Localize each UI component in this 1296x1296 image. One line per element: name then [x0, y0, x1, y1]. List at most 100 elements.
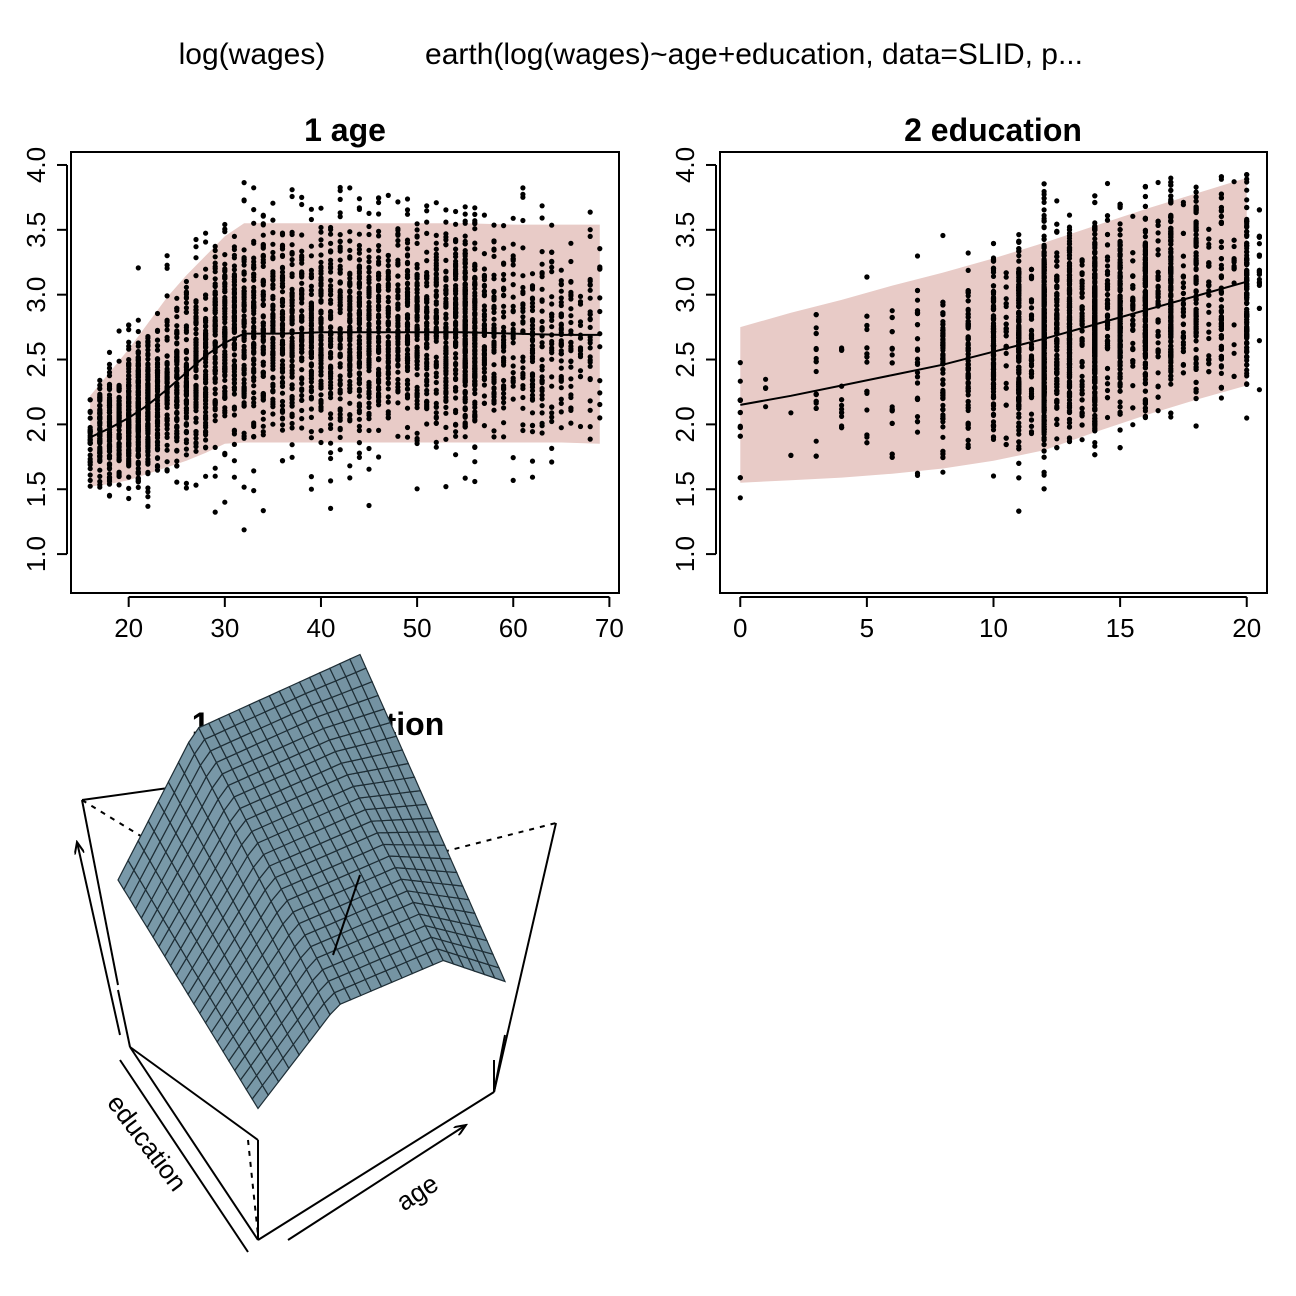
- age-data-point: [520, 245, 526, 251]
- age-data-point: [414, 435, 420, 442]
- age-data-point: [183, 389, 189, 395]
- age-data-point: [414, 317, 420, 323]
- age-data-point: [597, 308, 603, 315]
- age-data-point: [260, 416, 266, 422]
- age-data-point: [539, 430, 545, 436]
- age-data-point: [126, 379, 132, 385]
- age-data-point: [433, 379, 439, 386]
- age-data-point: [347, 307, 353, 313]
- age-data-point: [577, 346, 584, 352]
- age-data-point: [135, 317, 141, 323]
- age-data-point: [270, 355, 276, 361]
- age-data-point: [212, 295, 218, 301]
- age-data-point: [174, 402, 180, 408]
- age-data-point: [587, 282, 593, 288]
- age-data-point: [577, 423, 584, 430]
- age-data-point: [318, 289, 324, 295]
- age-data-point: [251, 272, 257, 278]
- age-data-point: [145, 494, 151, 500]
- age-data-point: [231, 252, 237, 258]
- age-data-point: [183, 452, 189, 458]
- age-data-point: [558, 327, 564, 333]
- age-data-point: [549, 258, 555, 264]
- age-data-point: [414, 430, 420, 436]
- age-data-point: [279, 298, 286, 304]
- age-data-point: [520, 284, 526, 291]
- age-data-point: [241, 377, 247, 383]
- age-data-point: [433, 444, 439, 450]
- age-data-point: [164, 380, 170, 386]
- age-data-point: [126, 485, 132, 491]
- age-data-point: [510, 455, 516, 461]
- age-data-point: [231, 441, 237, 447]
- age-data-point: [135, 465, 141, 472]
- age-x-tick-label: 40: [307, 613, 336, 643]
- age-data-point: [135, 454, 141, 460]
- age-data-point: [116, 328, 122, 334]
- age-data-point: [126, 444, 132, 450]
- age-data-point: [558, 313, 564, 319]
- age-data-point: [212, 386, 218, 392]
- age-data-point: [520, 375, 526, 381]
- age-data-point: [597, 295, 603, 301]
- age-data-point: [241, 347, 247, 353]
- age-data-point: [347, 319, 353, 325]
- age-data-point: [337, 279, 343, 285]
- age-data-point: [222, 352, 228, 358]
- age-data-point: [337, 335, 343, 342]
- age-data-point: [539, 410, 545, 416]
- age-data-point: [116, 431, 122, 437]
- age-data-point: [212, 418, 218, 424]
- age-data-point: [433, 267, 439, 273]
- age-data-point: [183, 480, 189, 486]
- age-data-point: [395, 363, 401, 369]
- age-data-point: [453, 319, 459, 325]
- age-data-point: [299, 308, 305, 314]
- age-data-point: [501, 377, 507, 384]
- age-data-point: [462, 241, 468, 247]
- age-data-point: [433, 325, 439, 331]
- age-data-point: [385, 352, 391, 358]
- age-data-point: [193, 348, 199, 354]
- age-data-point: [558, 425, 564, 431]
- age-data-point: [328, 440, 334, 446]
- age-data-point: [510, 326, 516, 332]
- age-data-point: [472, 246, 478, 252]
- age-data-point: [87, 397, 93, 403]
- age-data-point: [366, 291, 372, 297]
- age-data-point: [453, 433, 459, 439]
- age-data-point: [472, 205, 478, 211]
- age-data-point: [145, 437, 151, 443]
- age-data-point: [279, 311, 286, 317]
- age-data-point: [453, 343, 459, 350]
- age-data-point: [462, 204, 468, 210]
- age-data-point: [433, 420, 439, 426]
- age-data-point: [529, 350, 536, 356]
- age-data-point: [414, 440, 420, 447]
- age-data-point: [193, 255, 199, 261]
- age-data-point: [356, 275, 362, 282]
- age-data-point: [462, 347, 468, 353]
- age-data-point: [299, 280, 305, 286]
- age-data-point: [328, 297, 334, 303]
- age-data-point: [453, 258, 459, 264]
- age-data-point: [443, 369, 449, 375]
- age-data-point: [577, 351, 584, 358]
- age-data-point: [549, 317, 555, 323]
- age-data-point: [183, 410, 189, 416]
- age-data-point: [203, 368, 209, 374]
- age-data-point: [164, 401, 170, 407]
- age-data-point: [443, 404, 449, 410]
- age-data-point: [520, 405, 526, 411]
- age-data-point: [472, 352, 478, 358]
- age-data-point: [154, 357, 161, 363]
- age-data-point: [126, 322, 132, 328]
- age-data-point: [193, 419, 199, 425]
- age-data-point: [424, 366, 430, 372]
- age-data-point: [491, 316, 497, 322]
- age-data-point: [154, 445, 161, 451]
- age-data-point: [289, 261, 295, 268]
- age-data-point: [549, 345, 555, 351]
- age-data-point: [299, 386, 305, 392]
